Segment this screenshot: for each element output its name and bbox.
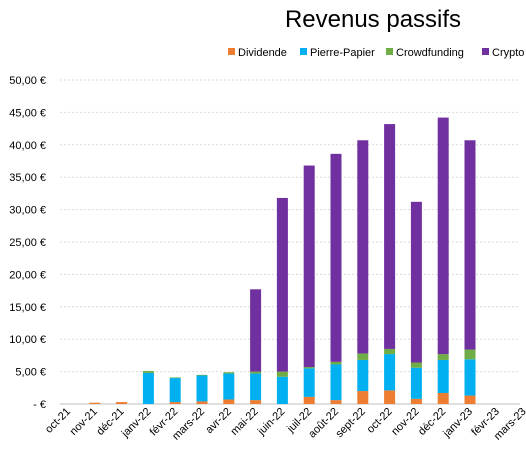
x-tick-label: nov-22 bbox=[389, 406, 421, 438]
legend-swatch bbox=[228, 48, 235, 55]
x-tick-label: janv-22 bbox=[119, 406, 154, 441]
legend-swatch bbox=[386, 48, 393, 55]
y-tick-label: 10,00 € bbox=[9, 334, 46, 346]
bar-segment bbox=[250, 371, 262, 374]
chart-title: Revenus passifs bbox=[285, 6, 461, 33]
bar-segment bbox=[330, 153, 342, 362]
bar-segment bbox=[410, 201, 422, 363]
bar-segment bbox=[384, 354, 396, 391]
gridlines bbox=[60, 79, 520, 405]
bar-segment bbox=[357, 391, 369, 404]
legend-label: Dividende bbox=[238, 47, 287, 59]
bar-segment bbox=[357, 359, 369, 392]
bar-segment bbox=[464, 359, 476, 396]
y-tick-label: 50,00 € bbox=[9, 75, 46, 87]
bar-segment bbox=[169, 402, 181, 404]
legend-swatch bbox=[300, 48, 307, 55]
bar-segment bbox=[437, 117, 449, 355]
legend-label: Pierre-Papier bbox=[310, 47, 375, 59]
bar-segment bbox=[276, 371, 288, 377]
bar-segment bbox=[223, 373, 235, 400]
x-tick-label: mai-22 bbox=[228, 406, 260, 438]
x-tick-label: nov-21 bbox=[68, 406, 100, 438]
bar-segment bbox=[464, 395, 476, 404]
bar-segment bbox=[276, 376, 288, 404]
bar-segment bbox=[196, 401, 208, 404]
bar-segment bbox=[384, 124, 396, 349]
bar-segment bbox=[303, 396, 315, 404]
y-tick-label: 25,00 € bbox=[9, 237, 46, 249]
bar-segment bbox=[464, 349, 476, 360]
bar-segment bbox=[142, 370, 154, 373]
bar-segment bbox=[410, 398, 422, 404]
legend-label: Crypto bbox=[492, 47, 524, 59]
bar-segment bbox=[384, 348, 396, 355]
bar-segment bbox=[196, 375, 208, 402]
bar-segment bbox=[330, 364, 342, 401]
legend-swatch bbox=[482, 48, 489, 55]
y-axis-tick-labels: - € 5,00 € 10,00 € 15,00 € 20,00 € 25,00 € 30,… bbox=[9, 75, 46, 411]
y-tick-label: 5,00 € bbox=[15, 367, 46, 379]
bar-segment bbox=[250, 400, 262, 404]
y-tick-label: 20,00 € bbox=[9, 269, 46, 281]
bar-segment bbox=[276, 197, 288, 372]
bar-segment bbox=[89, 402, 101, 404]
bar-segment bbox=[250, 373, 262, 401]
y-tick-label: 35,00 € bbox=[9, 172, 46, 184]
x-tick-label: juin-22 bbox=[255, 406, 288, 439]
bar-segment bbox=[330, 400, 342, 404]
bar-segment bbox=[223, 372, 235, 374]
bar-segment bbox=[437, 359, 449, 393]
bar-segment bbox=[196, 374, 208, 376]
bar-segment bbox=[303, 368, 315, 397]
bar-segment bbox=[410, 367, 422, 399]
bar-segment bbox=[169, 378, 181, 403]
x-axis-tick-labels: oct-21nov-21déc-21janv-22févr-22mars-22a… bbox=[43, 406, 526, 443]
bar-segment bbox=[250, 289, 262, 372]
chart-legend: Dividende Pierre-Papier Crowdfunding Crypto bbox=[228, 47, 524, 59]
bar-segment bbox=[223, 399, 235, 404]
bar-segment bbox=[464, 140, 476, 350]
bar-segment bbox=[169, 377, 181, 379]
bar-segment bbox=[357, 353, 369, 360]
x-tick-label: janv-23 bbox=[440, 406, 475, 441]
x-tick-label: sept-22 bbox=[333, 406, 367, 440]
legend-label: Crowdfunding bbox=[396, 47, 464, 59]
bar-segment bbox=[437, 392, 449, 404]
bar-segment bbox=[357, 140, 369, 354]
bar-segment bbox=[303, 367, 315, 369]
bar-segment bbox=[142, 372, 154, 404]
y-tick-label: 30,00 € bbox=[9, 205, 46, 217]
bars bbox=[89, 117, 476, 404]
bar-segment bbox=[303, 165, 315, 368]
bar-segment bbox=[330, 361, 342, 365]
y-tick-label: 40,00 € bbox=[9, 140, 46, 152]
y-tick-label: 45,00 € bbox=[9, 107, 46, 119]
bar-segment bbox=[410, 362, 422, 368]
y-tick-label: 15,00 € bbox=[9, 302, 46, 314]
y-tick-label: - € bbox=[33, 399, 46, 411]
bar-segment bbox=[437, 354, 449, 360]
bar-segment bbox=[116, 402, 128, 404]
bar-segment bbox=[384, 390, 396, 404]
